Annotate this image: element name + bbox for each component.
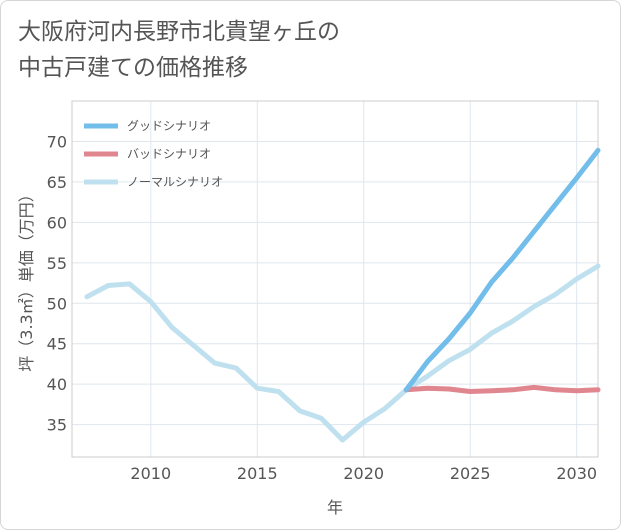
y-axis-label: 坪（3.3㎡）単価（万円） [17,186,36,371]
y-tick-label-55: 55 [47,254,67,273]
series-line-good [403,147,601,393]
y-tick-label-60: 60 [47,213,67,232]
series-line-normal [84,263,601,443]
y-tick-label-35: 35 [47,416,67,435]
x-tick-labels: 2010 2015 2020 2025 2030 [130,464,597,483]
chart-title-line-2: 中古戸建ての価格推移 [18,55,248,81]
y-tick-label-70: 70 [47,132,67,151]
legend-label-normal: ノーマルシナリオ [127,175,223,189]
chart-title: 大阪府河内長野市北貴望ヶ丘の 中古戸建ての価格推移 [18,14,340,86]
y-tick-label-45: 45 [47,335,67,354]
legend-label-good: グッドシナリオ [127,119,211,133]
x-axis-label: 年 [327,498,343,517]
y-tick-label-40: 40 [47,375,67,394]
series-line-bad [403,384,601,394]
grid-layer [72,101,598,457]
y-tick-label-50: 50 [47,294,67,313]
plot-frame [71,100,599,458]
series-layer [84,147,601,443]
x-tick-label-2030: 2030 [556,464,597,483]
y-tick-label-65: 65 [47,173,67,192]
chart-title-line-1: 大阪府河内長野市北貴望ヶ丘の [18,19,340,45]
legend-label-bad: バッドシナリオ [127,147,211,161]
x-tick-label-2025: 2025 [450,464,491,483]
x-tick-label-2010: 2010 [130,464,171,483]
y-tick-labels: 35 40 45 50 55 60 65 70 [47,132,67,434]
x-tick-label-2020: 2020 [343,464,384,483]
x-tick-label-2015: 2015 [237,464,278,483]
